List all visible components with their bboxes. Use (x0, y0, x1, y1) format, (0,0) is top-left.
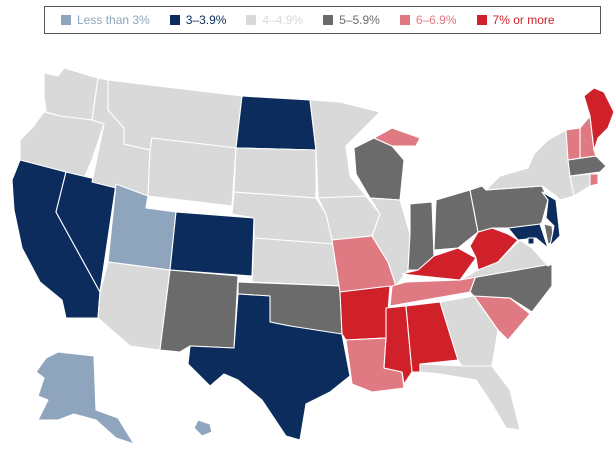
state-dc[interactable] (527, 237, 535, 245)
state-ri[interactable] (589, 173, 599, 187)
legend-item-4-to-4-9: 4–4.9% (246, 14, 303, 26)
state-oh[interactable] (433, 189, 479, 251)
legend-item-6-to-6-9: 6–6.9% (399, 13, 457, 27)
state-nd[interactable] (235, 95, 317, 151)
state-wa[interactable] (43, 67, 99, 121)
state-nj[interactable] (541, 191, 561, 247)
legend-label: 4–4.9% (262, 13, 304, 27)
legend-item-7-or-more: 7% or more (476, 13, 555, 27)
state-or[interactable] (19, 111, 105, 179)
legend: Less than 3% 3–3.9% 4–4.9% 5–5.9% 6–6.9%… (44, 6, 601, 34)
state-sd[interactable] (233, 147, 317, 199)
state-mt[interactable] (107, 79, 243, 151)
state-tx[interactable] (187, 293, 351, 441)
legend-label: 7% or more (492, 13, 555, 27)
legend-item-less-than-3: Less than 3% (61, 14, 150, 26)
state-hi[interactable] (193, 419, 213, 437)
state-ar[interactable] (339, 285, 391, 341)
legend-swatch (246, 15, 257, 25)
state-ks[interactable] (251, 237, 341, 287)
state-az[interactable] (97, 261, 171, 351)
state-nc[interactable] (469, 263, 553, 313)
state-pa[interactable] (469, 185, 549, 233)
state-mi[interactable] (373, 127, 421, 147)
state-co[interactable] (169, 211, 255, 277)
legend-label: Less than 3% (77, 13, 150, 27)
legend-swatch (323, 15, 334, 25)
state-nh[interactable] (579, 115, 597, 159)
legend-swatch (61, 15, 71, 25)
legend-label: 5–5.9% (339, 13, 380, 27)
state-fl[interactable] (419, 363, 521, 431)
state-ak[interactable] (35, 351, 135, 445)
state-vt[interactable] (565, 127, 581, 161)
legend-swatch (399, 15, 410, 25)
state-wv[interactable] (469, 227, 519, 271)
state-nm[interactable] (159, 269, 239, 353)
state-ct[interactable] (569, 173, 591, 197)
legend-swatch (169, 15, 180, 25)
legend-item-5-to-5-9: 5–5.9% (323, 14, 380, 26)
state-mn[interactable] (309, 99, 381, 199)
state-me[interactable] (583, 87, 615, 151)
state-wy[interactable] (147, 137, 237, 207)
legend-label: 3–3.9% (185, 13, 227, 27)
legend-item-3-to-3-9: 3–3.9% (169, 13, 227, 27)
legend-swatch (476, 15, 487, 25)
legend-label: 6–6.9% (415, 13, 457, 27)
